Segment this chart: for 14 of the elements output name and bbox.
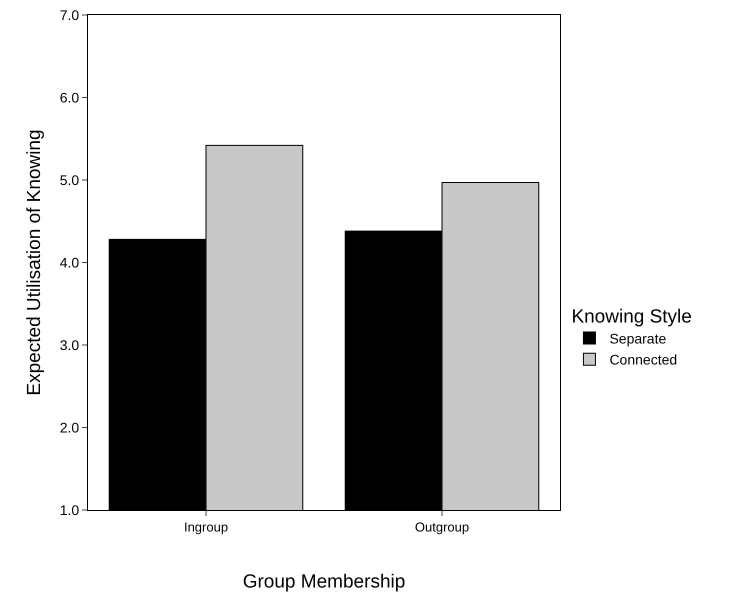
y-tick-label: 6.0: [60, 89, 80, 106]
y-tick-label: 5.0: [60, 172, 80, 188]
y-tick-label: 4.0: [60, 254, 80, 270]
y-tick-label: 3.0: [60, 336, 80, 353]
legend-title: Knowing Style: [571, 306, 692, 328]
legend-label: Separate: [609, 330, 666, 347]
y-tick-label: 7.0: [60, 6, 80, 23]
x-axis-title: Group Membership: [242, 571, 406, 592]
x-tick-label: Ingroup: [184, 520, 228, 535]
y-tick-label: 1.0: [60, 502, 80, 518]
y-tick-label: 2.0: [60, 419, 80, 436]
x-tick-label: Outgroup: [414, 520, 470, 535]
y-axis-title: Expected Utilisation of Knowing: [24, 129, 45, 396]
legend-label: Connected: [609, 352, 678, 368]
